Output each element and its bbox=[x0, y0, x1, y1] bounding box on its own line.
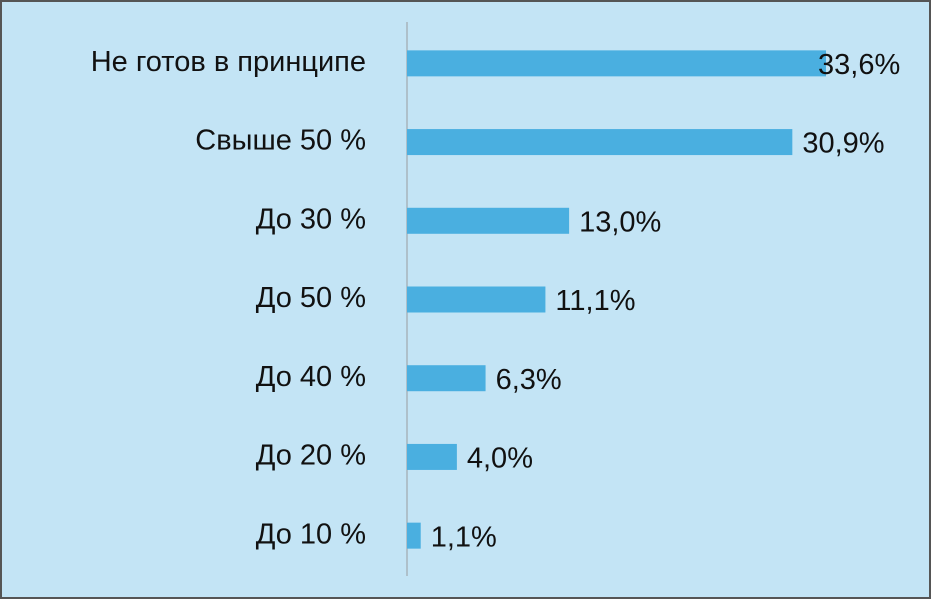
category-label: До 40 % bbox=[256, 361, 366, 393]
value-label: 33,6% bbox=[818, 49, 900, 81]
value-label: 6,3% bbox=[496, 364, 562, 396]
category-label: До 50 % bbox=[256, 282, 366, 314]
bar bbox=[407, 50, 826, 77]
category-label: До 30 % bbox=[256, 203, 366, 235]
category-label: Свыше 50 % bbox=[195, 125, 366, 157]
category-label: До 20 % bbox=[256, 440, 366, 472]
bar bbox=[407, 286, 546, 313]
value-label: 13,0% bbox=[579, 206, 661, 238]
category-label: До 10 % bbox=[256, 518, 366, 550]
bar bbox=[407, 443, 457, 470]
bar bbox=[407, 365, 486, 392]
category-label: Не готов в принципе bbox=[91, 46, 366, 78]
value-label: 11,1% bbox=[555, 285, 635, 317]
value-label: 30,9% bbox=[802, 128, 884, 160]
bar bbox=[407, 129, 793, 156]
bar bbox=[407, 522, 421, 549]
value-label: 4,0% bbox=[467, 443, 533, 475]
bar bbox=[407, 207, 570, 234]
value-label: 1,1% bbox=[431, 521, 497, 553]
